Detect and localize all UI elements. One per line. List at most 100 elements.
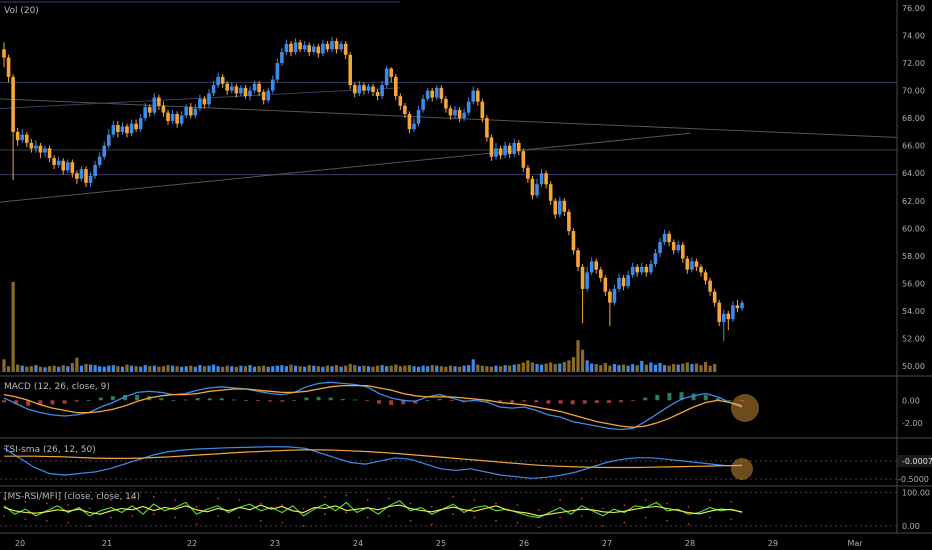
ms-dot — [195, 523, 198, 526]
macd-histogram-bar — [98, 397, 103, 401]
macd-pane[interactable] — [2, 381, 759, 431]
volume-bar — [111, 365, 115, 372]
macd-histogram-bar — [703, 394, 708, 401]
candle — [430, 90, 435, 98]
ms-dot — [45, 520, 48, 522]
ms-dot — [345, 511, 348, 514]
volume-bar — [243, 366, 248, 372]
macd-histogram-bar — [364, 400, 369, 402]
macd-histogram-bar — [135, 394, 140, 401]
macd-histogram-bar — [183, 399, 188, 401]
ms-dot — [623, 504, 626, 507]
volume-bar — [681, 363, 685, 372]
ms-dot — [302, 525, 305, 527]
volume-bar — [257, 366, 261, 372]
macd-histogram-bar — [558, 400, 563, 404]
candle — [298, 42, 302, 50]
ms-dot — [88, 507, 91, 510]
volume-bar — [366, 366, 371, 372]
date-tick-label: 28 — [685, 539, 695, 548]
candle — [134, 123, 138, 130]
volume-bar — [508, 365, 512, 372]
volume-bar — [344, 365, 348, 372]
candle — [275, 63, 280, 80]
macd-line — [3, 381, 743, 431]
trend-line-b — [0, 132, 691, 203]
candle — [270, 79, 275, 91]
volume-bar — [2, 359, 6, 372]
candle — [339, 43, 343, 50]
volume-bar — [685, 362, 689, 372]
price-tick-label: 62.00 — [902, 197, 925, 206]
msrsi-pane[interactable] — [0, 491, 897, 529]
volume-bar — [535, 364, 539, 372]
macd-pane-title: MACD (12, 26, close, 9) — [4, 382, 110, 392]
macd-histogram-bar — [340, 398, 345, 401]
candle — [248, 90, 252, 97]
candle — [56, 160, 61, 165]
macd-tick-label: -2.00 — [902, 419, 923, 428]
date-tick-label: 21 — [102, 539, 112, 548]
ms-dot — [88, 525, 91, 527]
candle — [257, 83, 261, 92]
candle — [138, 118, 143, 130]
ms-dot — [366, 499, 369, 501]
price-tick-label: 60.00 — [902, 224, 925, 233]
volume-bar — [293, 365, 298, 372]
volume-bar — [612, 364, 617, 372]
macd-histogram-bar — [50, 400, 55, 405]
candle — [343, 43, 348, 55]
price-tick-label: 54.00 — [902, 307, 925, 316]
macd-histogram-bar — [316, 396, 321, 401]
macd-histogram-bar — [582, 400, 587, 404]
macd-histogram-bar — [304, 397, 309, 401]
volume-bar — [380, 365, 384, 372]
candle — [457, 109, 462, 119]
rsi-tick-label: 100.00 — [902, 488, 930, 497]
candle — [352, 85, 357, 94]
candle — [380, 85, 384, 97]
volume-bar — [699, 365, 703, 372]
candle — [717, 302, 722, 322]
volume-bar — [107, 365, 111, 372]
volume-bar — [202, 366, 207, 372]
ms-dot — [602, 525, 604, 527]
volume-bar — [444, 366, 448, 372]
candle — [425, 90, 430, 99]
macd-histogram-bar — [2, 400, 6, 403]
candle — [539, 173, 544, 185]
candle — [421, 98, 425, 110]
candle — [34, 145, 38, 149]
candle — [65, 162, 70, 171]
volume-bar — [148, 366, 152, 372]
candle — [84, 169, 88, 183]
macd-signal-line — [3, 384, 743, 428]
macd-tick-label: 0.00 — [902, 396, 920, 405]
volume-bar — [530, 362, 535, 372]
ms-dot — [409, 502, 412, 505]
tsi-pane[interactable] — [0, 446, 897, 480]
volume-bar — [298, 366, 302, 372]
candle — [252, 83, 257, 91]
candle — [576, 250, 580, 267]
candle — [179, 115, 184, 124]
volume-bar — [626, 365, 630, 372]
volume-bar — [47, 366, 52, 372]
candle — [521, 151, 526, 168]
candle — [15, 131, 20, 141]
candle — [170, 114, 175, 121]
price-pane[interactable] — [0, 1, 898, 372]
volume-bar — [61, 365, 65, 372]
volume-bar — [284, 366, 289, 372]
ms-dot — [302, 507, 305, 510]
volume-bar — [435, 365, 439, 372]
volume-bar — [494, 365, 498, 372]
candle — [393, 76, 398, 97]
date-tick-label: 29 — [768, 539, 778, 548]
volume-bar — [599, 365, 603, 372]
volume-bar — [193, 366, 197, 372]
tsi-tick-label: -0.5000 — [898, 475, 929, 484]
ms-dot — [473, 516, 476, 519]
candle — [512, 142, 517, 154]
